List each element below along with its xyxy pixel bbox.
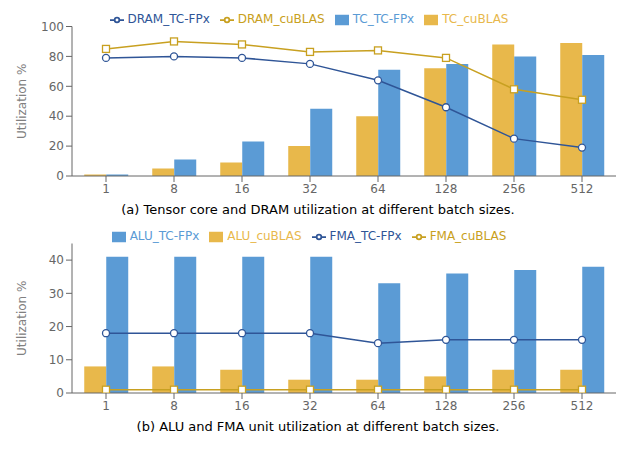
svg-text:256: 256 <box>503 182 526 196</box>
svg-text:30: 30 <box>49 287 64 301</box>
svg-text:64: 64 <box>370 399 385 413</box>
svg-text:1: 1 <box>102 182 110 196</box>
svg-text:10: 10 <box>49 353 64 367</box>
svg-text:40: 40 <box>49 109 64 123</box>
html-text:TC_cuBLAS: TC_cuBLAS <box>442 12 509 26</box>
svg-text:8: 8 <box>170 399 178 413</box>
svg-text:64: 64 <box>370 182 385 196</box>
svg-text:1: 1 <box>102 399 110 413</box>
html-text:FMA_cuBLAS: FMA_cuBLAS <box>429 229 507 243</box>
html-text:FMA_TC-FPx: FMA_TC-FPx <box>329 229 402 243</box>
svg-text:100: 100 <box>41 20 64 34</box>
html-text:ALU_cuBLAS: ALU_cuBLAS <box>227 229 302 243</box>
svg-text:0: 0 <box>56 386 64 400</box>
html-text:TC_TC-FPx: TC_TC-FPx <box>352 12 415 26</box>
html-text:DRAM_TC-FPx: DRAM_TC-FPx <box>127 12 210 26</box>
html-text:(b) ALU and FMA unit utilizati: (b) ALU and FMA unit utilization at diff… <box>136 419 500 434</box>
svg-text:40: 40 <box>49 253 64 267</box>
html-text:ALU_TC-FPx: ALU_TC-FPx <box>129 229 200 243</box>
svg-text:8: 8 <box>170 182 178 196</box>
svg-text:16: 16 <box>234 182 249 196</box>
svg-text:512: 512 <box>571 399 594 413</box>
svg-text:32: 32 <box>302 399 317 413</box>
svg-text:128: 128 <box>435 182 458 196</box>
html-text:(a) Tensor core and DRAM utili: (a) Tensor core and DRAM utilization at … <box>121 202 515 217</box>
html-text:DRAM_cuBLAS: DRAM_cuBLAS <box>237 12 325 26</box>
svg-text:16: 16 <box>234 399 249 413</box>
svg-text:Utilization %: Utilization % <box>15 64 29 139</box>
svg-text:20: 20 <box>49 139 64 153</box>
svg-text:0: 0 <box>56 169 64 183</box>
svg-text:60: 60 <box>49 80 64 94</box>
svg-text:Utilization %: Utilization % <box>15 281 29 356</box>
svg-text:32: 32 <box>302 182 317 196</box>
svg-text:128: 128 <box>435 399 458 413</box>
svg-text:20: 20 <box>49 320 64 334</box>
svg-text:256: 256 <box>503 399 526 413</box>
svg-text:512: 512 <box>571 182 594 196</box>
svg-text:80: 80 <box>49 50 64 64</box>
